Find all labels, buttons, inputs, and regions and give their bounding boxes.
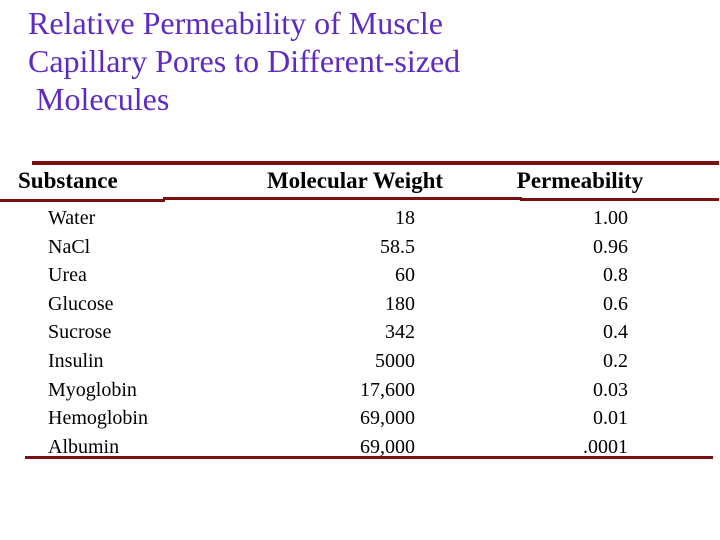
cell-substance: Hemoglobin <box>48 407 148 430</box>
cell-molecular-weight: 69,000 <box>360 407 415 430</box>
slide-title-line: Molecules <box>28 81 170 117</box>
cell-permeability: 0.01 <box>593 407 628 430</box>
table-row: Myoglobin 17,600 0.03 <box>0 376 720 405</box>
cell-molecular-weight: 69,000 <box>360 435 415 458</box>
header-underline-substance <box>0 199 165 202</box>
cell-substance: Insulin <box>48 349 104 372</box>
table-row: Water 18 1.00 <box>0 204 720 233</box>
cell-substance: NaCl <box>48 235 91 258</box>
table-bottom-rule <box>25 456 713 459</box>
slide-title: Relative Permeability of Muscle Capillar… <box>28 4 668 118</box>
table-row: Insulin 5000 0.2 <box>0 347 720 376</box>
cell-molecular-weight: 180 <box>385 292 415 315</box>
cell-permeability: 1.00 <box>593 207 628 229</box>
cell-permeability: 0.96 <box>593 235 628 258</box>
cell-substance: Albumin <box>48 435 120 458</box>
cell-molecular-weight: 58.5 <box>380 235 415 258</box>
cell-substance: Myoglobin <box>48 378 137 401</box>
cell-permeability: .0001 <box>583 435 628 458</box>
cell-permeability: 0.2 <box>603 349 628 372</box>
cell-permeability: 0.8 <box>603 264 628 287</box>
cell-molecular-weight: 342 <box>385 321 415 344</box>
table-row: Glucose 180 0.6 <box>0 290 720 319</box>
column-header-permeability: Permeability <box>516 168 644 193</box>
header-underline-permeability <box>520 198 719 201</box>
table-row: Urea 60 0.8 <box>0 261 720 290</box>
column-header-substance: Substance <box>18 168 118 193</box>
cell-permeability: 0.03 <box>593 378 628 401</box>
header-underline-molecular-weight <box>163 197 522 200</box>
cell-molecular-weight: 60 <box>395 264 415 287</box>
cell-substance: Glucose <box>48 292 114 315</box>
table-row: Albumin 69,000 .0001 <box>0 433 720 462</box>
cell-permeability: 0.6 <box>603 292 628 315</box>
slide-title-line: Capillary Pores to Different-sized <box>28 43 461 79</box>
cell-molecular-weight: 18 <box>395 207 415 229</box>
slide-title-line: Relative Permeability of Muscle <box>28 5 443 41</box>
cell-molecular-weight: 17,600 <box>360 378 415 401</box>
table-row: NaCl 58.5 0.96 <box>0 233 720 262</box>
cell-molecular-weight: 5000 <box>375 349 415 372</box>
table-row: Hemoglobin 69,000 0.01 <box>0 404 720 433</box>
table-row: Sucrose 342 0.4 <box>0 318 720 347</box>
column-header-molecular-weight: Molecular Weight <box>266 168 444 193</box>
cell-permeability: 0.4 <box>603 321 628 344</box>
permeability-table: Water 18 1.00 NaCl 58.5 0.96 Urea 60 0.8… <box>0 204 720 461</box>
table-top-rule <box>32 161 719 165</box>
cell-substance: Water <box>48 207 96 229</box>
cell-substance: Sucrose <box>48 321 112 344</box>
cell-substance: Urea <box>48 264 87 287</box>
